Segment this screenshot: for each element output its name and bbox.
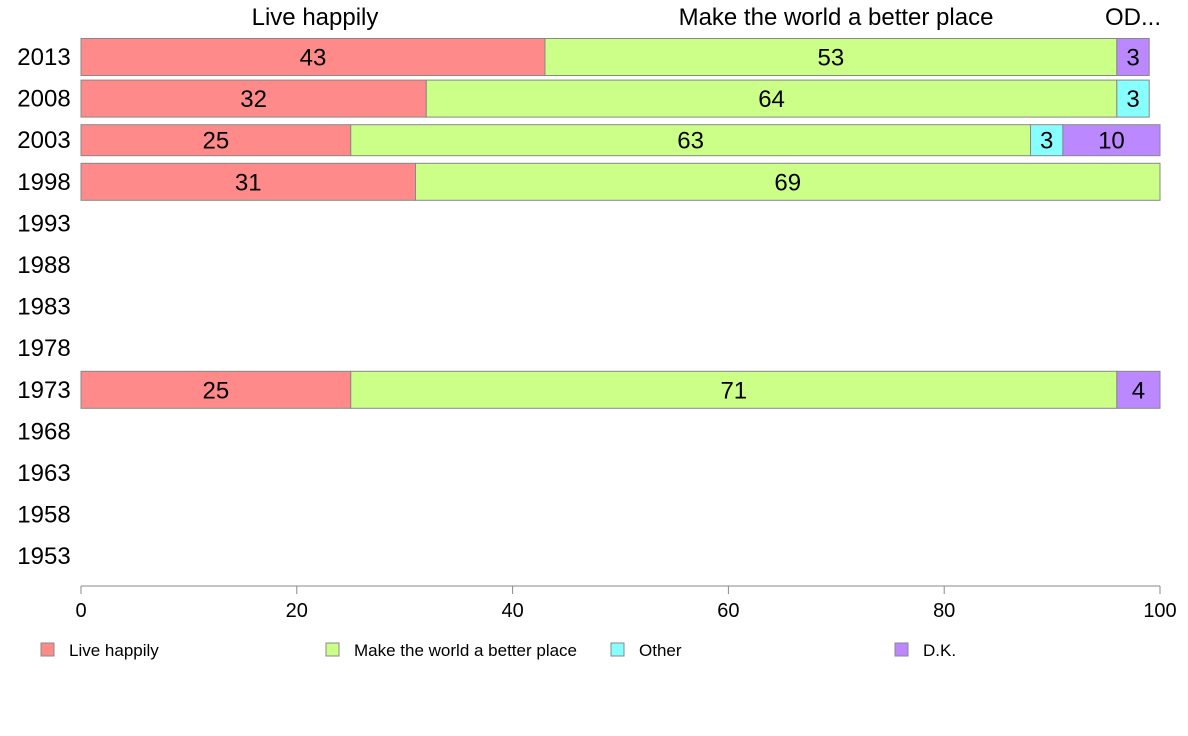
year-label-2008: 2008 [17,86,70,113]
top-label-0: Live happily [252,4,379,31]
legend: Live happily Make the world a better plac… [40,641,956,660]
bar-2013-d-k- [1116,38,1150,76]
top-label-2: OD... [1105,4,1161,31]
bar-value-label: 43 [300,45,327,72]
x-tick-label: 80 [933,600,955,622]
bar-value-label: 31 [235,169,262,196]
x-axis: 0 20 40 60 80 100 [75,585,1177,622]
year-label-1973: 1973 [17,377,70,404]
bar-value-label: 10 [1098,128,1125,155]
bar-2003-make-the-world-a-better-place [350,124,1032,157]
bar-value-label: 3 [1126,86,1139,113]
x-tick-label: 0 [75,600,86,622]
legend-label: Make the world a better place [354,641,577,660]
year-label-2003: 2003 [17,127,70,154]
x-tick-label: 100 [1143,600,1176,622]
legend-swatch-make-the-world-a-better-place [325,642,340,657]
bar-2008-other [1116,79,1150,118]
x-tick-label: 40 [501,600,523,622]
bar-2008-live-happily [80,79,427,118]
legend-label: D.K. [923,641,956,660]
bar-value-label: 3 [1040,128,1053,155]
year-label-2013: 2013 [17,44,70,71]
legend-label: Live happily [69,641,159,660]
bar-value-label: 4 [1132,377,1145,404]
bar-value-label: 3 [1126,45,1139,72]
bar-2008-make-the-world-a-better-place [425,79,1118,118]
bar-1973-d-k- [1116,370,1161,409]
year-label-1983: 1983 [17,294,70,321]
bar-value-label: 71 [720,377,747,404]
year-label-1968: 1968 [17,418,70,445]
year-label-1958: 1958 [17,502,70,529]
bar-value-label: 64 [758,86,785,113]
year-label-1953: 1953 [17,543,70,570]
bar-2013-live-happily [80,38,546,76]
bar-value-label: 25 [203,128,230,155]
year-label-1963: 1963 [17,460,70,487]
bar-1998-make-the-world-a-better-place [414,162,1161,201]
bar-value-label: 32 [240,86,267,113]
legend-swatch-live-happily [40,642,55,657]
category-header-labels: Live happily Make the world a better plac… [252,4,1161,31]
year-axis-labels: 2013 2008 2003 1998 1993 1988 1983 1978 1973 1968… [17,44,70,570]
year-label-1988: 1988 [17,252,70,279]
x-tick-label: 60 [717,600,739,622]
year-label-1978: 1978 [17,335,70,362]
bar-value-label: 53 [818,45,845,72]
top-label-1: Make the world a better place [679,4,994,31]
bar-2003-other [1030,124,1064,157]
year-label-1993: 1993 [17,210,70,237]
year-label-1998: 1998 [17,169,70,196]
legend-label: Other [639,641,682,660]
legend-swatch-other [610,642,625,657]
bar-2003-d-k- [1062,124,1161,157]
bar-value-label: 63 [677,128,704,155]
bar-value-label: 69 [774,169,801,196]
x-tick-label: 20 [286,600,308,622]
bar-1973-make-the-world-a-better-place [350,370,1118,409]
bar-2003-live-happily [80,124,352,157]
bar-1973-live-happily [80,370,352,409]
bar-value-label: 25 [203,377,230,404]
bar-2013-make-the-world-a-better-place [544,38,1118,76]
legend-swatch-d-k- [894,642,909,657]
